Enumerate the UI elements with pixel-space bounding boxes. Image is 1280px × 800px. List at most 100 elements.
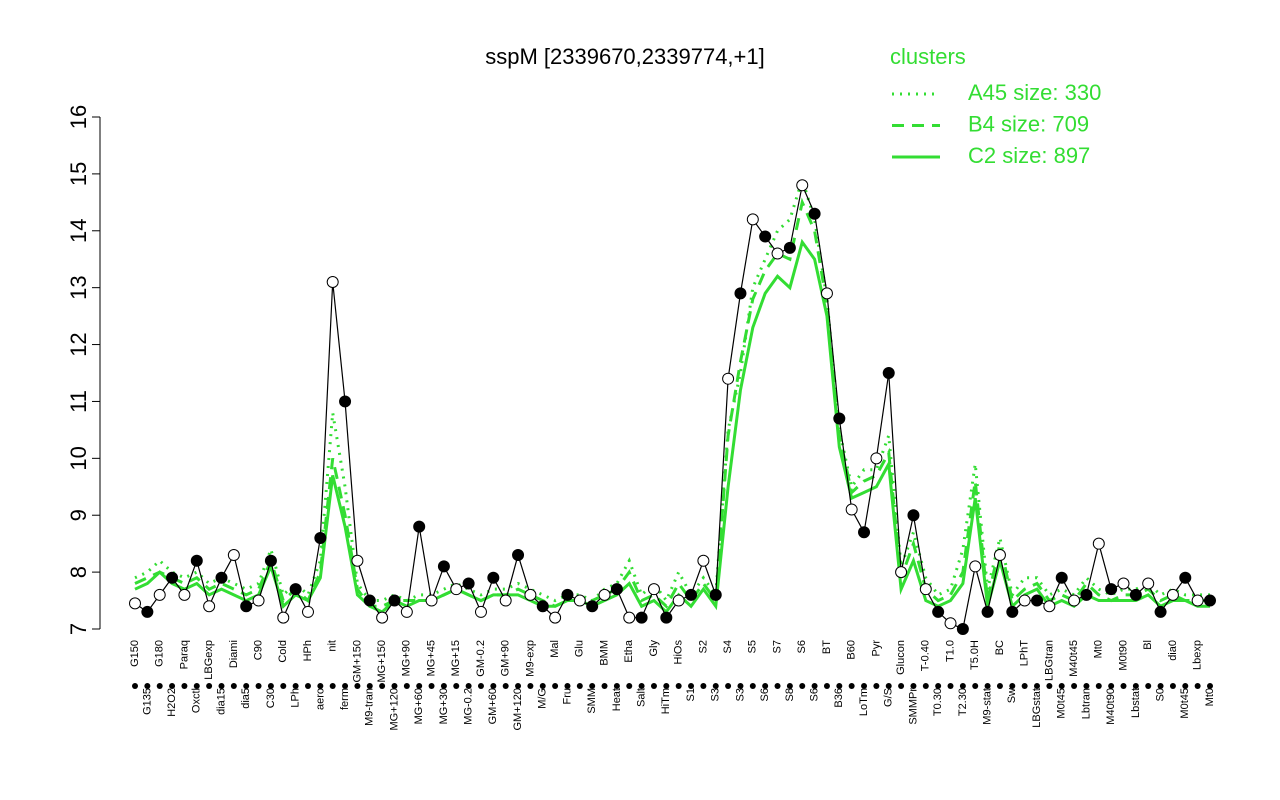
- x-tick-label: S6: [759, 688, 771, 701]
- x-tick-label: M/G: [537, 688, 549, 709]
- rug-dot: [169, 683, 176, 689]
- rug-dot: [552, 683, 559, 689]
- cluster-line: [134, 174, 1210, 604]
- point: [277, 611, 290, 624]
- x-tick-label: T-0.40: [920, 640, 932, 671]
- rug-dot: [403, 683, 410, 689]
- point: [474, 605, 487, 618]
- point: [709, 588, 722, 601]
- point: [685, 588, 698, 601]
- point: [672, 594, 685, 607]
- x-tick-label: Fru: [561, 688, 573, 705]
- rug-dot: [910, 683, 917, 689]
- rug-dot: [379, 683, 386, 689]
- point: [203, 600, 216, 613]
- x-tick-label: MG+15: [450, 640, 462, 676]
- x-tick-label: SMMPr: [907, 688, 919, 725]
- point: [870, 452, 883, 465]
- rug-dot: [490, 683, 497, 689]
- y-tick-label: 10: [66, 446, 91, 470]
- x-tick-label: S3: [734, 688, 746, 701]
- x-tick-label: Bl: [1142, 640, 1154, 650]
- point: [1105, 583, 1118, 596]
- x-tick-label: aero: [314, 688, 326, 710]
- x-tick-label: MG+60: [413, 688, 425, 724]
- x-tick-label: M9-tran: [364, 688, 376, 726]
- rug-dot: [725, 683, 732, 689]
- point: [1031, 594, 1044, 607]
- rug-dot: [811, 683, 818, 689]
- point: [301, 605, 314, 618]
- rug-dot: [477, 683, 484, 689]
- rug-dot: [1169, 683, 1176, 689]
- point: [178, 588, 191, 601]
- x-tick-label: GM-0.2: [475, 640, 487, 677]
- x-tick-label: dia0: [1167, 640, 1179, 661]
- point: [1142, 577, 1155, 590]
- y-tick-label: 11: [66, 390, 91, 413]
- x-tick-label: LoTm: [858, 688, 870, 716]
- x-tick-label: Lbtran: [1080, 688, 1092, 719]
- rug-dot: [589, 683, 596, 689]
- rug-dot: [280, 683, 287, 689]
- rug-dot: [329, 683, 336, 689]
- x-tick-label: S3: [710, 688, 722, 701]
- point: [1080, 588, 1093, 601]
- point: [1092, 537, 1105, 550]
- y-tick-label: 14: [66, 219, 91, 243]
- rug-dot: [861, 683, 868, 689]
- point: [808, 207, 821, 220]
- x-tick-label: nit: [327, 640, 339, 652]
- point: [339, 395, 352, 408]
- rug-dot: [799, 683, 806, 689]
- x-tick-label: MG-0.2: [463, 688, 475, 725]
- point: [351, 554, 364, 567]
- point: [1117, 577, 1130, 590]
- y-tick-label: 16: [66, 105, 91, 129]
- point: [388, 594, 401, 607]
- point: [944, 617, 957, 630]
- point: [153, 588, 166, 601]
- rug-dot: [935, 683, 942, 689]
- point: [932, 605, 945, 618]
- x-tick-label: SMM: [586, 688, 598, 714]
- legend-label: C2 size: 897: [968, 143, 1090, 168]
- point: [759, 230, 772, 243]
- x-tick-label: M0t45: [1056, 688, 1068, 719]
- point: [524, 588, 537, 601]
- rug-dot: [1034, 683, 1041, 689]
- point: [240, 600, 253, 613]
- x-tick-label: S8: [784, 688, 796, 701]
- point: [363, 594, 376, 607]
- rug-dot: [836, 683, 843, 689]
- x-tick-label: C90: [252, 640, 264, 660]
- x-tick-label: S7: [771, 640, 783, 653]
- y-tick-label: 8: [66, 566, 91, 578]
- x-tick-label: M40t90: [1105, 688, 1117, 725]
- x-tick-label: GM+60: [487, 688, 499, 724]
- point: [796, 179, 809, 192]
- rug-dot: [564, 683, 571, 689]
- rug-dot: [1145, 683, 1152, 689]
- x-tick-label: Diami: [228, 640, 240, 668]
- rug-dot: [823, 683, 830, 689]
- rug-dot: [243, 683, 250, 689]
- rug-dot: [959, 683, 966, 689]
- x-tick-label: G150: [129, 640, 141, 667]
- point: [413, 520, 426, 533]
- rug-dot: [1194, 683, 1201, 689]
- point: [969, 560, 982, 573]
- rug-dot: [996, 683, 1003, 689]
- point: [425, 594, 438, 607]
- rug-dot: [132, 683, 138, 689]
- x-tick-label: Salt: [636, 688, 648, 707]
- rug-dot: [712, 683, 719, 689]
- rug-dot: [156, 683, 163, 689]
- x-tick-label: Mal: [549, 640, 561, 658]
- x-tick-label: MG+150: [376, 640, 388, 683]
- point: [549, 611, 562, 624]
- point: [1129, 588, 1142, 601]
- point: [227, 549, 240, 562]
- point: [512, 549, 525, 562]
- rug-dot: [898, 683, 905, 689]
